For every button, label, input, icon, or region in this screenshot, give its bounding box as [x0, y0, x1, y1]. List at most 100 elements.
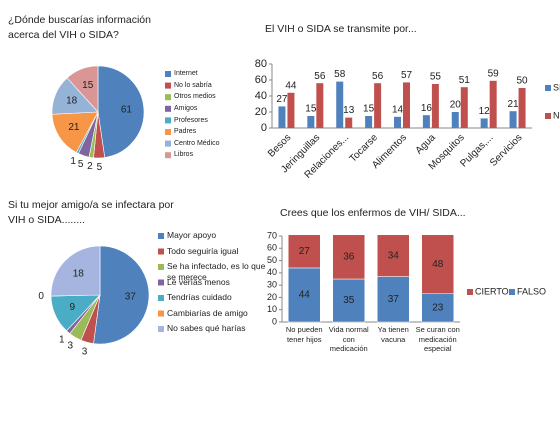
bar: [451, 112, 459, 128]
y-tick-label: 0: [272, 316, 277, 326]
slice-label: 61: [121, 105, 133, 116]
legend-label: Centro Médico: [174, 139, 220, 147]
pie-slice: [66, 65, 99, 113]
bar: [316, 83, 324, 128]
chart-title: Crees que los enfermos de VIH/ SIDA...: [280, 207, 466, 219]
bar: [431, 84, 439, 128]
legend-swatch: [165, 105, 171, 112]
slice-label: 1: [70, 156, 76, 167]
bar-segment: [376, 276, 410, 323]
segment-label: 37: [388, 294, 400, 305]
bar-segment: [421, 293, 455, 323]
legend-swatch: [165, 71, 171, 77]
bar-value-label: 44: [285, 80, 297, 91]
bar-value-label: 12: [479, 106, 491, 117]
y-tick-label: 50: [267, 255, 277, 265]
bar-value-label: 59: [488, 68, 500, 79]
bar-value-label: 27: [276, 94, 288, 105]
y-tick-label: 60: [255, 74, 267, 86]
segment-label: 48: [432, 259, 444, 270]
slice-label: 21: [68, 122, 80, 133]
bar-value-label: 21: [507, 99, 519, 110]
slice-label: 37: [125, 292, 137, 303]
x-tick-label: No pueden tener hijos: [285, 325, 323, 344]
bar-value-label: 13: [343, 105, 355, 116]
segment-label: 36: [343, 252, 355, 263]
slice-label: 5: [78, 159, 84, 170]
slice-label: 15: [82, 80, 94, 91]
legend-swatch: [165, 82, 171, 89]
pie-slice: [97, 65, 145, 158]
legend-swatch: [509, 289, 515, 295]
legend-swatch: [158, 310, 164, 317]
bar: [307, 116, 315, 128]
bar-segment: [287, 267, 321, 323]
slice-label: 9: [69, 302, 75, 313]
legend-swatch: [158, 279, 164, 286]
legend-swatch: [467, 289, 473, 295]
legend-label: Todo seguiría igual: [167, 245, 239, 256]
bar-value-label: 56: [372, 71, 384, 82]
bar-value-label: 20: [450, 100, 462, 111]
bar-segment: [376, 234, 410, 277]
bar-value-label: 15: [363, 104, 375, 115]
y-tick-label: 20: [255, 106, 267, 118]
bar-value-label: 55: [430, 72, 442, 83]
bar-segment: [287, 234, 321, 269]
bar: [460, 87, 468, 128]
legend-label: Otros medios: [174, 93, 216, 101]
bar-segment: [421, 234, 455, 294]
bar: [422, 115, 430, 128]
legend-swatch: [545, 113, 551, 119]
legend-label: FALSO: [517, 286, 546, 296]
legend-label: NO: [553, 110, 560, 120]
bar-value-label: 51: [459, 75, 471, 86]
legend-label: Padres: [174, 128, 197, 136]
segment-label: 35: [343, 295, 355, 306]
x-tick-label: Besos: [266, 132, 293, 159]
legend-swatch: [165, 94, 171, 101]
legend-label: Se ha infectado, es lo que se merece: [167, 261, 266, 282]
bar: [518, 88, 526, 128]
y-tick-label: 70: [267, 230, 277, 240]
slice-label: 3: [82, 346, 88, 357]
chart-title: Si tu mejor amigo/a se infectara por VIH…: [8, 199, 174, 226]
legend-label: Mayor apoyo: [167, 230, 217, 241]
bar-segment: [332, 234, 366, 280]
y-tick-label: 30: [267, 280, 277, 290]
legend-label: Profesores: [174, 116, 208, 124]
bar: [287, 92, 295, 128]
slice-label: 18: [73, 268, 85, 279]
x-tick-label: Vida normal con medicación: [328, 325, 369, 353]
bar: [489, 80, 497, 128]
x-tick-label: Agua: [414, 132, 439, 157]
legend-swatch: [158, 233, 164, 239]
bar: [403, 82, 410, 128]
bar-value-label: 14: [392, 104, 404, 115]
pie-slice: [51, 111, 99, 153]
legend-label: CIERTO: [475, 286, 509, 296]
y-tick-label: 40: [255, 90, 267, 102]
chart-title: ¿Dónde buscarías información acerca del …: [8, 14, 151, 41]
bar: [480, 118, 488, 128]
slice-label: 5: [97, 162, 103, 173]
bar-value-label: 56: [314, 71, 326, 82]
segment-label: 44: [299, 290, 311, 301]
legend-label: Libros: [174, 151, 194, 159]
segment-label: 34: [388, 250, 400, 261]
bar: [365, 116, 373, 128]
legend-label: No lo sabría: [174, 81, 212, 89]
bar-value-label: 16: [421, 103, 433, 114]
segment-label: 23: [432, 303, 444, 314]
x-tick-label: Se curan con medicación especial: [415, 325, 460, 353]
y-tick-label: 20: [267, 292, 277, 302]
bar-value-label: 58: [334, 69, 346, 80]
legend-swatch: [158, 264, 164, 270]
pie-slice: [50, 245, 101, 297]
legend-swatch: [165, 129, 171, 135]
legend-swatch: [545, 85, 551, 91]
legend-swatch: [165, 117, 171, 124]
slice-label: 1: [59, 334, 65, 345]
